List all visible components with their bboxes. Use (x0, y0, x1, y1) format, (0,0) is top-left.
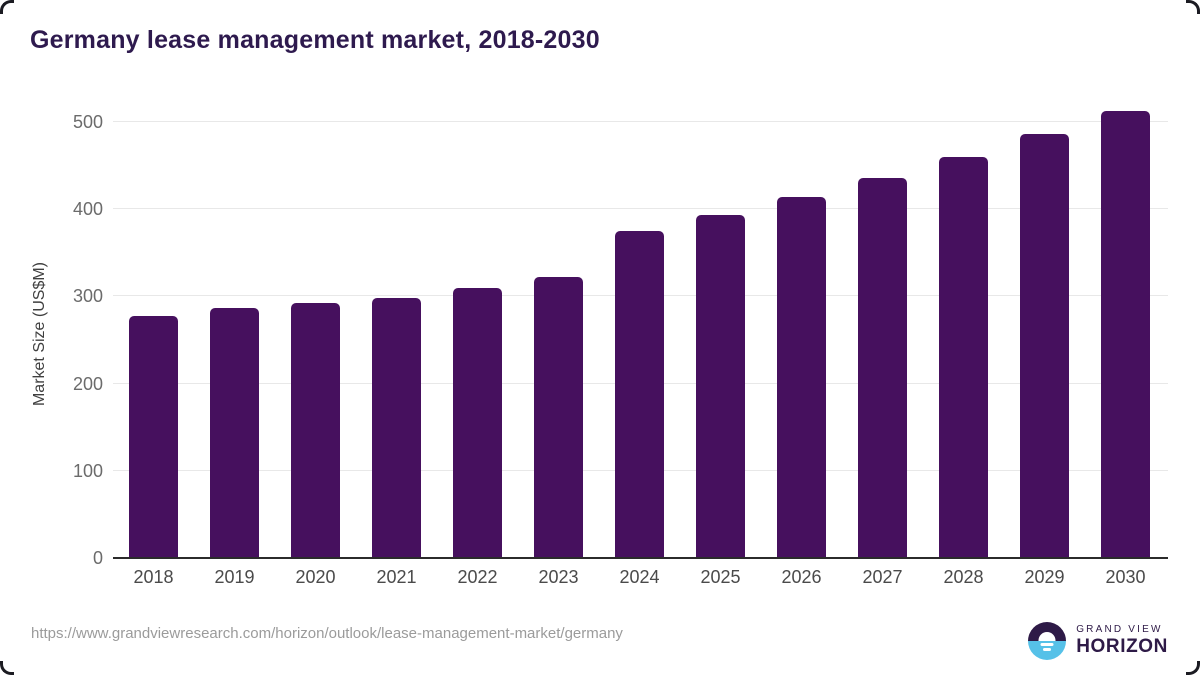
x-tick-label: 2027 (862, 567, 903, 587)
bar-2025 (696, 215, 745, 558)
card-corner (1186, 661, 1200, 675)
bar-2018 (129, 316, 178, 558)
logo-brand-name: GRAND VIEW (1076, 624, 1163, 635)
bar-2029 (1020, 134, 1069, 558)
logo-text: GRAND VIEW HORIZON (1076, 624, 1168, 658)
card-corner (0, 0, 14, 14)
horizon-sunrise-icon (1028, 622, 1067, 660)
x-tick-label: 2022 (457, 567, 498, 587)
bar-series (113, 110, 1168, 558)
bar-2030 (1101, 110, 1150, 558)
x-tick-label: 2029 (1024, 567, 1065, 587)
bar-2022 (453, 288, 502, 558)
card-corner (0, 661, 14, 675)
x-tick-label: 2021 (376, 567, 417, 587)
y-tick-label: 300 (72, 286, 103, 307)
y-tick-label: 200 (72, 373, 103, 394)
bar-2019 (210, 307, 259, 558)
x-axis-line (113, 557, 1168, 559)
y-tick-label: 100 (72, 460, 103, 481)
x-tick-label: 2030 (1105, 567, 1146, 587)
bar-2024 (615, 230, 664, 558)
y-axis-tick-labels: 0 100 200 300 400 500 (0, 110, 103, 568)
grandview-horizon-logo: GRAND VIEW HORIZON (1028, 622, 1168, 660)
wave-line-icon (1040, 643, 1054, 646)
wave-line-icon (1043, 648, 1052, 651)
bar-2023 (534, 277, 583, 558)
bar-2021 (372, 298, 421, 558)
x-tick-label: 2024 (619, 567, 660, 587)
y-tick-label: 0 (92, 548, 103, 568)
x-tick-label: 2026 (781, 567, 822, 587)
y-tick-label: 400 (72, 199, 103, 220)
y-tick-label: 500 (72, 111, 103, 132)
bar-2020 (291, 303, 340, 558)
bar-2026 (777, 196, 826, 558)
gridline (113, 120, 1168, 122)
logo-product-name: HORIZON (1076, 636, 1168, 657)
x-axis-tick-labels: 2018 2019 2020 2021 2022 2023 2024 2025 2026 2027… (113, 567, 1168, 588)
gridline (113, 208, 1168, 210)
x-tick-label: 2025 (700, 567, 741, 587)
chart-title: Germany lease management market, 2018-20… (30, 26, 600, 54)
source-url: https://www.grandviewresearch.com/horizo… (31, 625, 623, 642)
x-tick-label: 2019 (214, 567, 255, 587)
sun-dome-shape (1038, 632, 1056, 641)
plot-area (113, 110, 1168, 558)
x-tick-label: 2028 (943, 567, 984, 587)
bar-2028 (939, 156, 988, 558)
x-tick-label: 2020 (295, 567, 336, 587)
x-tick-label: 2018 (133, 567, 174, 587)
card-corner (1186, 0, 1200, 14)
bar-2027 (858, 177, 907, 558)
x-tick-label: 2023 (538, 567, 579, 587)
